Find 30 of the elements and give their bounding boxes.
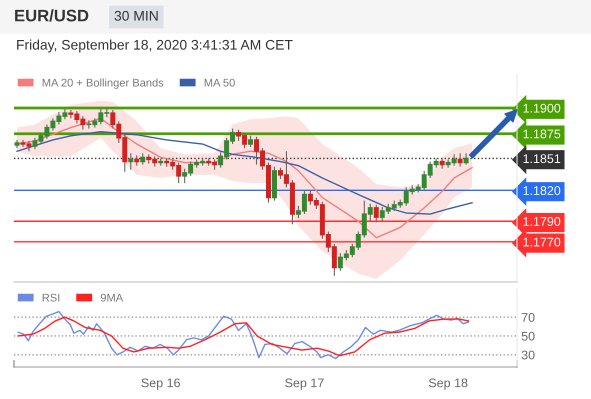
line-series [17,310,470,360]
y-tick-label: 1.1875 [524,130,560,138]
candlestick [374,204,379,223]
line-series [16,130,473,215]
candlestick [158,158,164,166]
candlestick [440,158,445,170]
y-tick-label: 1.1790 [524,217,560,226]
candlestick [248,135,254,148]
candlestick [140,152,146,166]
x-tick-label: Sep 18 [428,378,468,390]
y-tick-label: 1.1820 [524,186,560,196]
candlestick [128,152,134,170]
candlestick [464,152,469,166]
chart-title: EUR/USD [15,9,88,22]
x-tick-label: Sep 17 [285,378,324,390]
y-tick-label: 30 [522,350,535,360]
legend-label: RSI [42,294,60,302]
chart-subtitle: 30 MIN [114,10,158,21]
y-tick-label: 70 [522,312,535,322]
legend-label: 9MA [100,294,124,302]
candlestick [458,152,463,168]
y-tick-label: 1.1900 [524,104,560,113]
text: Friday, September 18, 2020 3:41:31 AM CET [17,40,293,52]
y-tick-label: 1.1851 [524,154,560,164]
line-series [17,316,470,356]
y-tick-label: 50 [522,332,535,341]
legend-label: MA 50 [204,78,235,87]
x-tick-label: Sep 16 [141,378,180,390]
legend-label: MA 20 + Bollinger Bands [42,78,164,89]
y-tick-label: 1.1770 [524,238,560,246]
